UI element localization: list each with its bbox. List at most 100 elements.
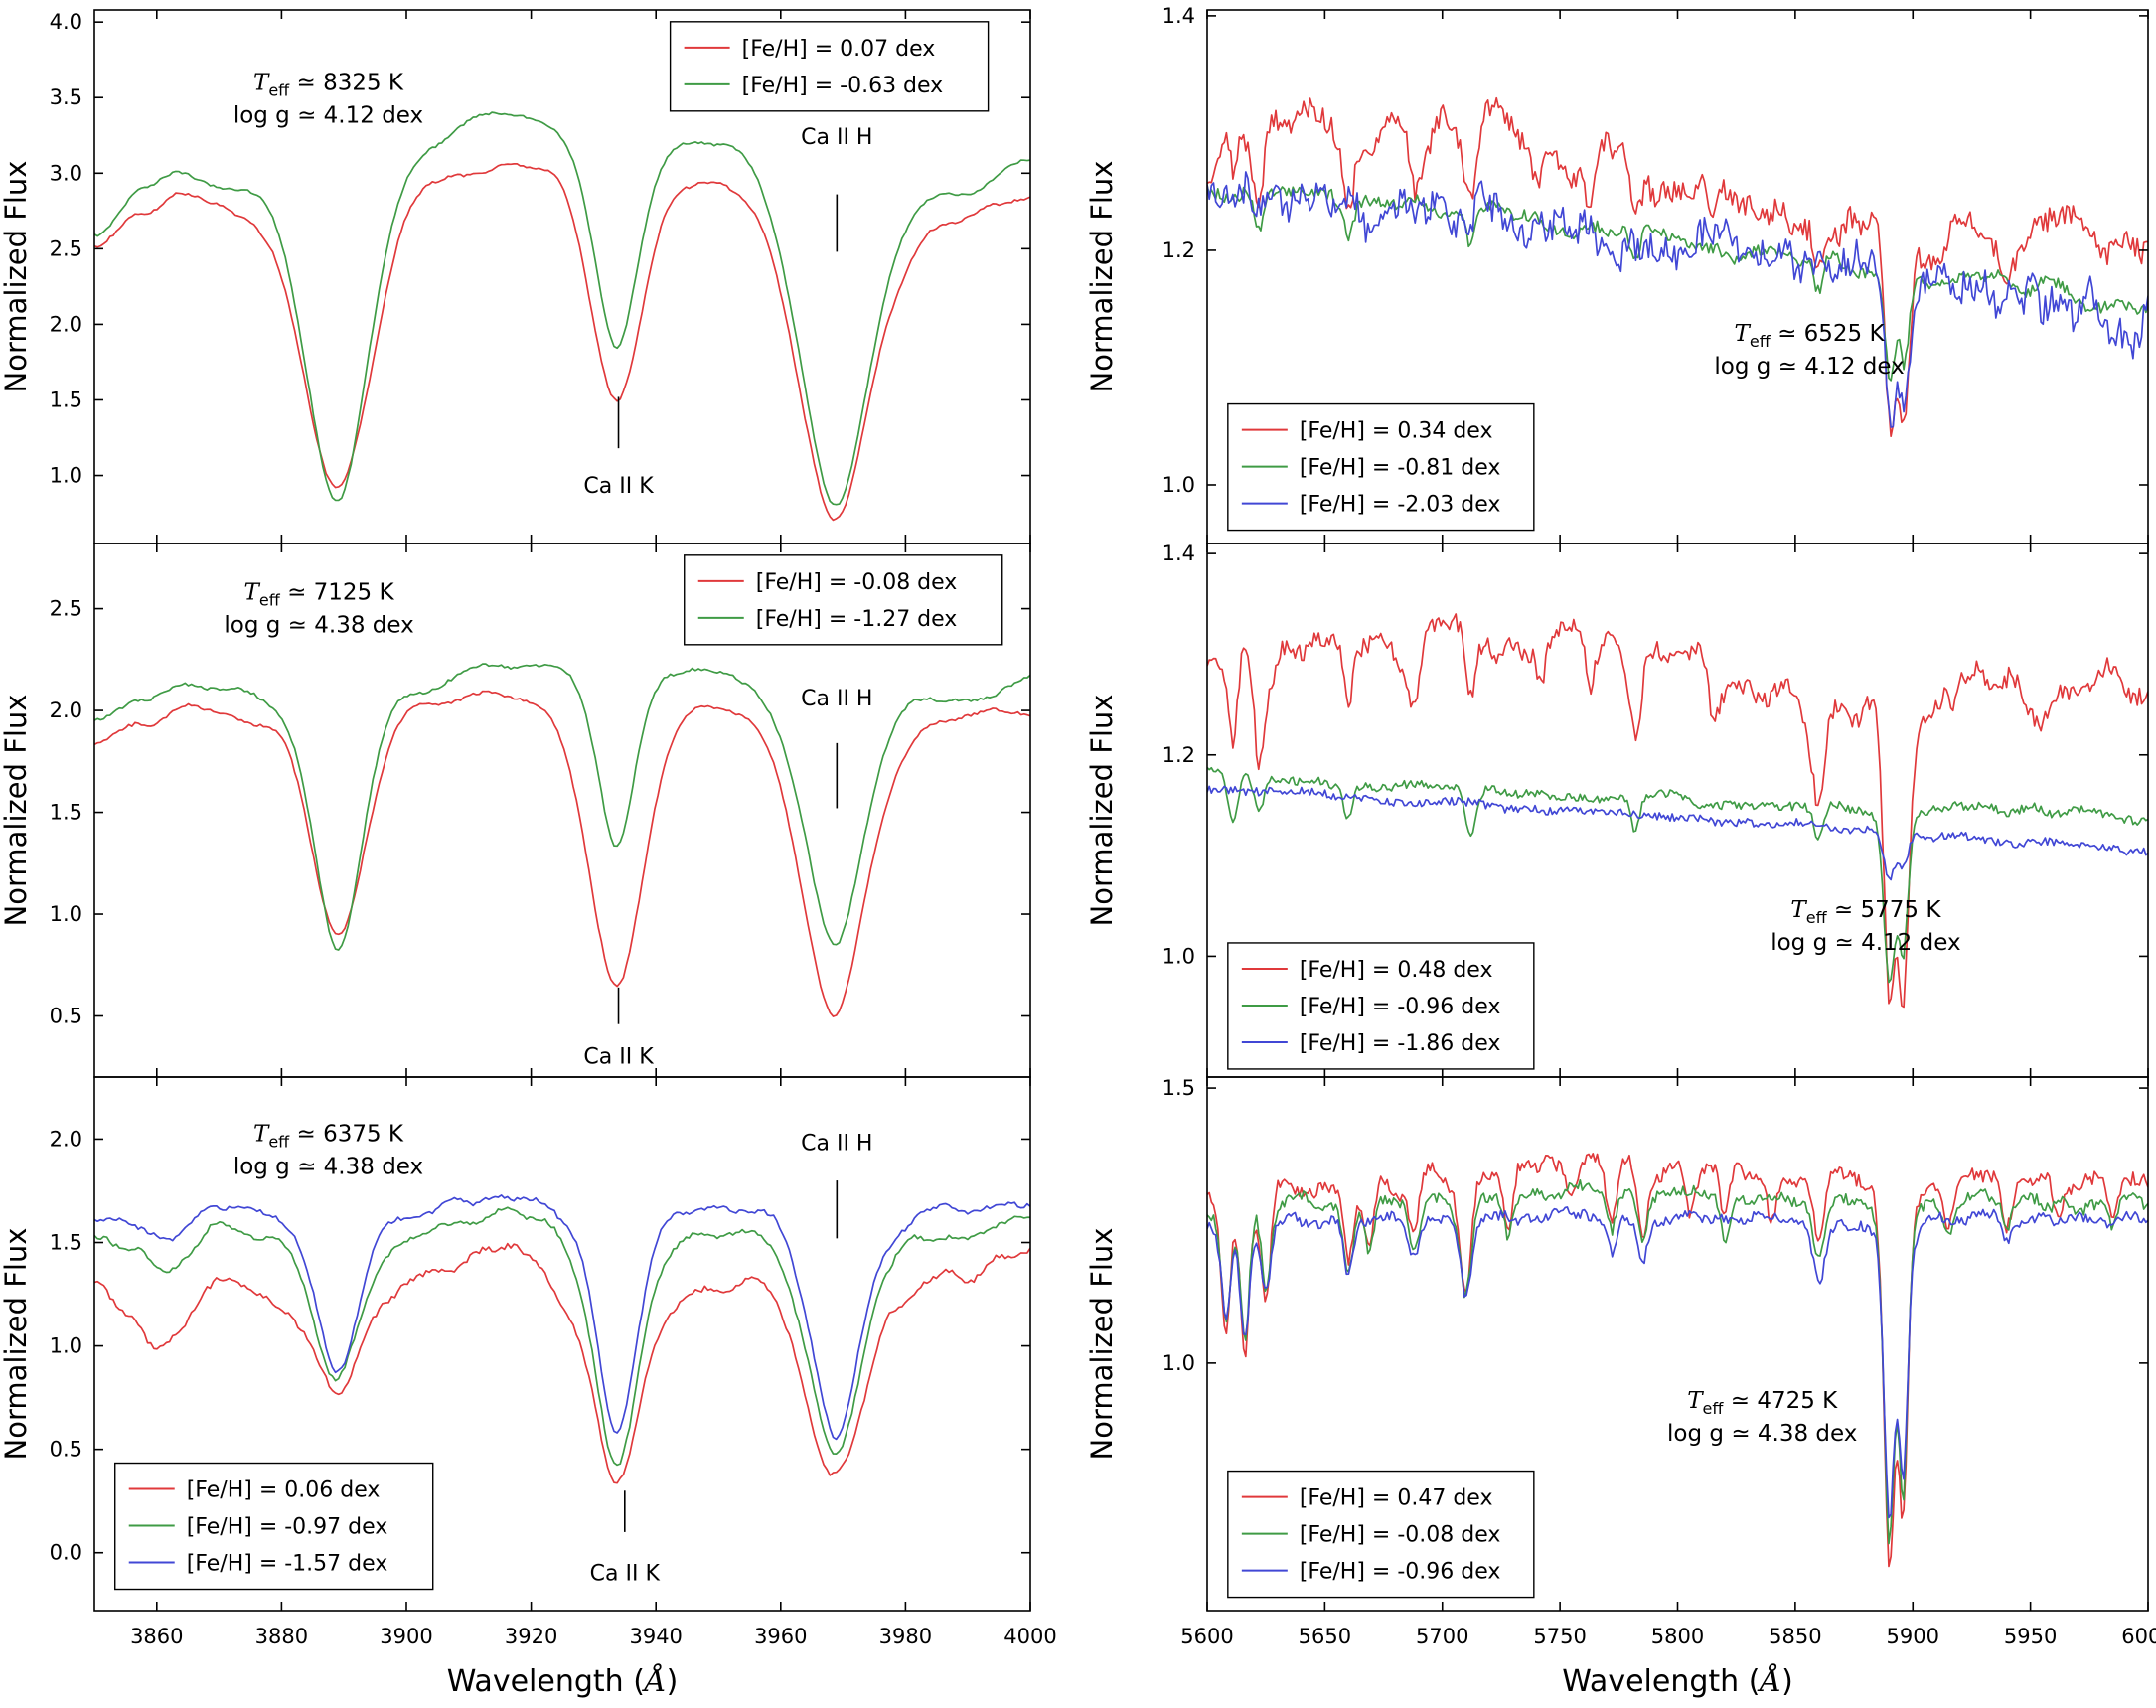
legend: [Fe/H] = 0.07 dex [Fe/H] = -0.63 dex [669,21,990,112]
annotation-logg: log g ≃ 4.12 dex [1714,354,1904,380]
annotation-logg: log g ≃ 4.38 dex [233,1154,423,1179]
feature-label: Ca II H [801,125,872,150]
legend-label: [Fe/H] = -0.63 dex [742,74,944,98]
spectrum-line-red [94,1242,1030,1484]
y-tick-label: 0.5 [50,1005,82,1028]
legend-label: [Fe/H] = 0.47 dex [1300,1486,1493,1511]
feature-label: Ca II H [801,687,872,711]
y-axis-label: Normalized Flux [1085,1228,1119,1461]
panel-right-top: 1.0 1.2 1.4 Normalized Flux Teff ≃ 6525 K log… [1085,4,2149,544]
panel-right-bottom: 5600 5650 5700 5750 5800 5850 5900 5950 6000 1.0 1… [1085,1076,2156,1699]
legend-label: [Fe/H] = -1.86 dex [1300,1031,1501,1056]
annotation-logg: log g ≃ 4.12 dex [233,103,423,129]
y-tick-label: 1.2 [1162,743,1195,767]
na-d-panels-svg: 1.0 1.2 1.4 Normalized Flux Teff ≃ 6525 K log… [1085,4,2156,1699]
spectrum-line-green [1207,1179,2148,1545]
y-tick-label: 2.5 [50,597,82,621]
y-tick-label: 2.0 [50,1127,82,1151]
y-axis-label: Normalized Flux [1085,695,1119,927]
annotation-teff: Teff ≃ 8325 K [253,71,404,100]
legend-label: [Fe/H] = -0.08 dex [756,570,958,595]
x-tick-label: 5600 [1180,1625,1233,1648]
legend-label: [Fe/H] = -0.97 dex [187,1515,388,1540]
legend: [Fe/H] = 0.48 dex [Fe/H] = -0.96 dex [Fe/H… [1227,942,1535,1070]
spectrum-line-green [1207,766,2148,984]
annotation-teff: Teff ≃ 4725 K [1687,1388,1838,1418]
x-tick-label: 5850 [1769,1625,1821,1648]
legend: [Fe/H] = 0.47 dex [Fe/H] = -0.08 dex [Fe/H… [1227,1470,1535,1599]
panel-left-bottom: 3860 3880 3900 3920 3940 3960 3980 4000 0.0 0.5 1.… [0,1076,1057,1699]
spectrum-line-blue [1207,171,2148,428]
spectrum-line-green [94,1206,1030,1467]
column-ca-hk-spectra: 1.0 1.5 2.0 2.5 3.0 3.5 4.0 Normalized Flux Teff… [0,0,1078,1704]
x-tick-label: 5900 [1887,1625,1939,1648]
x-tick-label: 3880 [255,1625,308,1648]
annotation-teff: Teff ≃ 6375 K [253,1121,404,1151]
x-tick-label: 3900 [380,1625,432,1648]
x-tick-label: 6000 [2121,1625,2156,1648]
spectrum-line-blue [1207,785,2148,881]
legend-label: [Fe/H] = -0.81 dex [1300,456,1501,481]
series-group [1207,613,2148,1009]
x-tick-label: 3960 [754,1625,807,1648]
y-tick-label: 1.5 [50,801,82,825]
legend: [Fe/H] = 0.34 dex [Fe/H] = -0.81 dex [Fe/H… [1227,402,1535,532]
legend-label: [Fe/H] = 0.34 dex [1300,419,1493,444]
annotation-teff: Teff ≃ 5775 K [1790,897,1941,927]
y-tick-label: 1.5 [50,1231,82,1255]
legend-label: [Fe/H] = 0.06 dex [187,1478,381,1503]
y-tick-label: 0.0 [50,1541,82,1565]
y-tick-label: 1.5 [50,388,82,411]
spectrum-line-red [94,690,1030,1017]
legend-label: [Fe/H] = -1.57 dex [187,1552,388,1577]
y-tick-label: 1.0 [50,1334,82,1358]
legend-label: [Fe/H] = -0.08 dex [1300,1523,1501,1548]
spectrum-line-red [1207,613,2148,1009]
y-tick-label: 1.0 [1162,944,1195,968]
legend-label: [Fe/H] = -0.96 dex [1300,995,1501,1019]
x-tick-label: 5750 [1533,1625,1586,1648]
legend: [Fe/H] = -0.08 dex [Fe/H] = -1.27 dex [684,554,1003,646]
legend-box [669,21,990,112]
legend-label: [Fe/H] = 0.07 dex [742,37,936,62]
y-tick-label: 1.0 [50,902,82,926]
y-tick-label: 1.4 [1162,542,1195,565]
annotation-logg: log g ≃ 4.38 dex [1667,1421,1857,1447]
legend-label: [Fe/H] = -2.03 dex [1300,493,1501,518]
series-group [1207,96,2148,438]
y-tick-label: 2.0 [50,699,82,722]
legend-label: [Fe/H] = -1.27 dex [756,607,958,632]
legend-box [684,554,1003,646]
x-tick-label: 4000 [1003,1625,1056,1648]
x-tick-label: 5700 [1416,1625,1468,1648]
feature-label: Ca II K [590,1562,661,1587]
spectrum-line-red [94,162,1030,522]
y-tick-label: 4.0 [50,10,82,34]
feature-label: Ca II H [801,1132,872,1157]
spectrum-line-blue [94,1194,1030,1441]
y-axis-label: Normalized Flux [0,1228,33,1461]
feature-label: Ca II K [583,1045,654,1070]
y-tick-label: 1.0 [1162,1351,1195,1375]
panel-left-top: 1.0 1.5 2.0 2.5 3.0 3.5 4.0 Normalized Flux Teff… [0,9,1031,544]
legend-label: [Fe/H] = 0.48 dex [1300,958,1493,983]
annotation-logg: log g ≃ 4.12 dex [1771,930,1960,956]
x-tick-label: 3940 [629,1625,682,1648]
annotation-logg: log g ≃ 4.38 dex [224,612,413,638]
x-tick-label: 5800 [1651,1625,1704,1648]
panel-left-middle: 0.5 1.0 1.5 2.0 2.5 Normalized Flux Teff ≃ 712… [0,543,1031,1078]
spectrum-line-red [1207,96,2148,438]
y-tick-label: 1.4 [1162,4,1195,28]
y-tick-label: 1.0 [1162,473,1195,497]
series-group [94,1194,1030,1484]
x-tick-label: 3980 [879,1625,932,1648]
axes-frame [93,1076,1031,1612]
feature-label: Ca II K [583,474,654,499]
y-tick-label: 0.5 [50,1438,82,1462]
y-tick-label: 3.0 [50,161,82,185]
x-tick-label: 5650 [1299,1625,1351,1648]
y-tick-label: 1.0 [50,464,82,488]
x-tick-label: 3860 [130,1625,183,1648]
y-tick-label: 2.5 [50,236,82,260]
